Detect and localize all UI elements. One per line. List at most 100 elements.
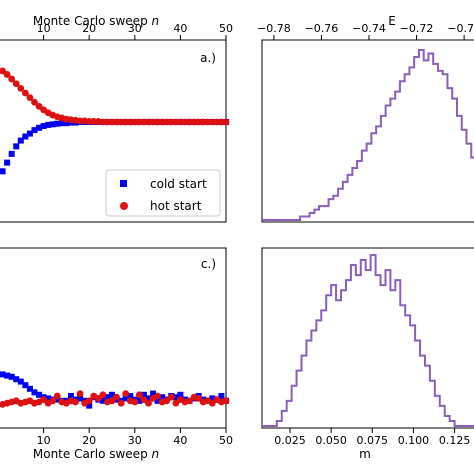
tick-label: 50 — [219, 22, 233, 35]
hot-start-point — [135, 391, 143, 399]
cold-start-point — [31, 389, 38, 396]
cold-start-point — [172, 394, 179, 401]
cold-start-point — [8, 373, 15, 380]
cold-start-point — [136, 397, 143, 404]
hot-start-point — [40, 396, 47, 403]
hot-start-point — [76, 390, 84, 397]
tick-label: 10 — [37, 22, 51, 35]
tick-label: 20 — [82, 434, 96, 447]
hot-start-point — [108, 397, 116, 405]
cold-start-point — [104, 394, 111, 401]
cold-start-point — [145, 395, 152, 402]
cold-start-point — [4, 159, 11, 166]
panel-a-frame — [0, 39, 227, 223]
hot-start-point — [94, 395, 102, 402]
hot-start-point — [222, 397, 230, 405]
cold-start-point — [49, 121, 56, 128]
hot-start-point — [117, 399, 125, 407]
hot-start-point — [72, 398, 79, 406]
cold-start-point — [22, 382, 29, 389]
cold-start-point — [218, 393, 225, 399]
tick-label: 50 — [219, 434, 233, 447]
hot-start-point — [85, 397, 93, 405]
cold-start-point — [26, 130, 33, 137]
tick-label: −0.74 — [352, 22, 386, 35]
cold-start-point — [0, 168, 6, 175]
cold-start-point — [17, 378, 24, 385]
hot-start-point — [167, 393, 175, 401]
hot-start-point — [99, 391, 107, 399]
hot-start-point — [3, 71, 11, 78]
cold-start-point — [17, 137, 24, 144]
hot-start-point — [17, 84, 25, 92]
hot-start-point — [26, 94, 34, 102]
panel-c: 10 20 30 40 50 Monte Carlo sweep n c.) — [0, 247, 233, 461]
panel-b: −0.78 −0.76 −0.74 −0.72 −0.70 E — [257, 14, 474, 223]
cold-start-point — [13, 376, 20, 383]
panel-a-top-ticks: 10 20 30 40 50 — [37, 22, 233, 40]
tick-label: 0.125 — [439, 434, 471, 447]
hot-start-point — [49, 397, 57, 405]
panel-d-frame — [261, 247, 474, 429]
tick-label: 30 — [128, 434, 142, 447]
hot-start-point — [163, 397, 171, 405]
cold-start-point — [22, 133, 29, 140]
cold-start-point — [54, 120, 61, 127]
cold-start-point — [127, 393, 134, 399]
hot-start-point — [31, 98, 38, 106]
tick-label: 0.100 — [398, 434, 430, 447]
panel-b-frame — [261, 39, 474, 223]
tick-label: −0.70 — [447, 22, 474, 35]
cold-start-point — [45, 395, 52, 402]
cold-start-point — [77, 395, 84, 402]
panel-c-frame — [0, 247, 227, 429]
legend-hot-marker — [120, 202, 128, 210]
panel-a-marks — [0, 67, 230, 175]
hot-start-point — [222, 118, 230, 126]
panel-d: 0.025 0.050 0.075 0.100 0.125 m — [261, 247, 474, 461]
legend: cold start hot start — [105, 169, 221, 217]
cold-start-point — [159, 394, 166, 401]
panel-a: 10 20 30 40 50 Monte Carlo sweep n a.) cold … — [0, 14, 233, 223]
tick-label: 0.050 — [315, 434, 347, 447]
cold-start-point — [154, 397, 161, 404]
hot-start-point — [186, 397, 193, 405]
hot-start-point — [195, 395, 203, 402]
tick-label: 0.025 — [274, 434, 306, 447]
cold-start-point — [140, 391, 147, 398]
cold-start-point — [99, 397, 106, 404]
panel-c-label: c.) — [201, 257, 216, 271]
panel-a-top-axis-label: Monte Carlo sweep n — [33, 14, 159, 28]
tick-label: 40 — [173, 434, 187, 447]
cold-start-point — [26, 385, 33, 392]
legend-cold-marker — [120, 180, 127, 187]
cold-start-point — [36, 124, 43, 131]
cold-start-point — [67, 393, 74, 399]
cold-start-point — [40, 123, 47, 130]
hot-start-point — [53, 392, 61, 400]
panel-b-top-ticks: −0.78 −0.76 −0.74 −0.72 −0.70 — [257, 22, 474, 40]
hot-start-point — [154, 392, 162, 400]
tick-label: 40 — [173, 22, 187, 35]
panel-d-bottom-ticks: 0.025 0.050 0.075 0.100 0.125 — [274, 428, 470, 447]
tick-label: 20 — [82, 22, 96, 35]
cold-start-point — [209, 395, 216, 402]
hot-start-point — [8, 75, 16, 83]
cold-start-point — [0, 371, 6, 378]
cold-start-point — [177, 391, 184, 398]
cold-start-point — [31, 127, 38, 134]
tick-label: 10 — [37, 434, 51, 447]
cold-start-point — [36, 391, 43, 398]
cold-start-point — [54, 396, 61, 403]
hot-start-point — [131, 398, 139, 406]
panel-c-marks — [0, 371, 230, 409]
tick-label: −0.78 — [257, 22, 291, 35]
tick-label: 30 — [128, 22, 142, 35]
hot-start-point — [172, 399, 180, 407]
panel-c-bottom-axis-label: Monte Carlo sweep n — [33, 447, 159, 461]
legend-hot-label: hot start — [150, 199, 202, 213]
panel-d-histogram — [262, 254, 474, 427]
cold-start-point — [109, 391, 115, 398]
panel-b-top-axis-label: E — [388, 14, 396, 28]
